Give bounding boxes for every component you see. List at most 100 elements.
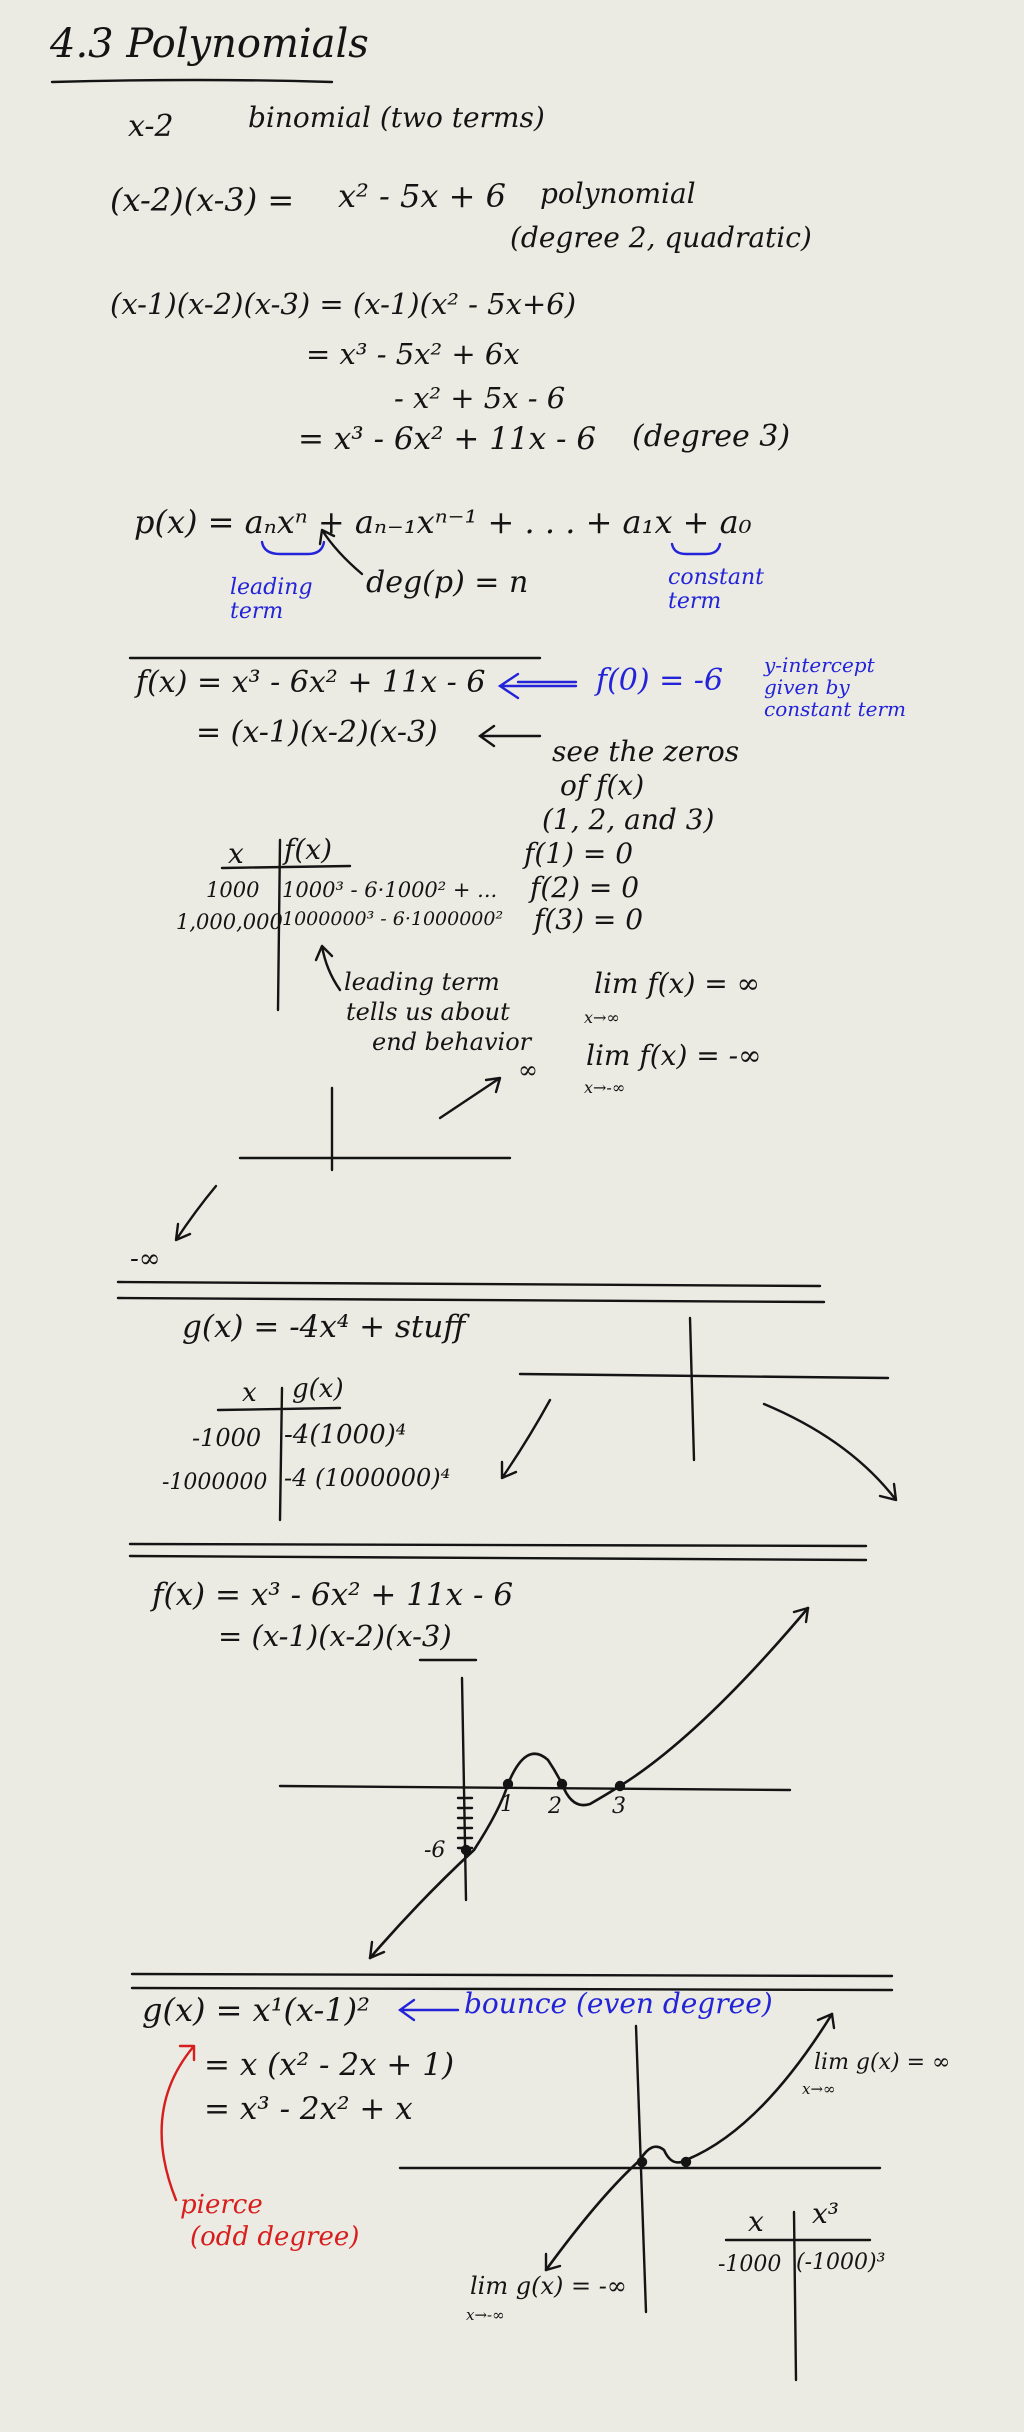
- y-intercept-note: y-intercept given by constant term: [764, 653, 907, 721]
- bounce-left-arrowhead: [544, 2252, 562, 2272]
- divider-4b: [130, 1986, 894, 1992]
- cube-table-vline: [792, 2210, 798, 2382]
- expansion-line-1: (x-1)(x-2)(x-3) = (x-1)(x² - 5x+6): [110, 287, 577, 321]
- zero-dot-1: [502, 1778, 514, 1790]
- y-intercept-dot: [460, 1844, 472, 1856]
- title-underline: [50, 78, 334, 84]
- limit-neg-sub: x→-∞: [584, 1078, 626, 1097]
- leading-note-2: tells us about: [346, 998, 510, 1026]
- g-left-arrow: [500, 1398, 552, 1480]
- bounce-step-2: = x³ - 2x² + x: [204, 2091, 413, 2127]
- f-table-head-f: f(x): [284, 833, 333, 866]
- g-table-row-2-g: -4 (1000000)⁴: [284, 1464, 451, 1492]
- divider-3b: [128, 1554, 868, 1562]
- zeros-note-1: see the zeros: [552, 735, 740, 768]
- pierce-note-1: pierce: [180, 2190, 263, 2220]
- cubic-left-arrowhead: [368, 1940, 386, 1960]
- g-table-head-x: x: [242, 1378, 257, 1408]
- expansion-line-2: = x³ - 5x² + 6x: [306, 337, 520, 371]
- expansion-degree-note: (degree 3): [632, 419, 791, 454]
- f-table-head-x: x: [228, 837, 244, 870]
- f-table-row-1-f: 1000³ - 6·1000² + ...: [282, 878, 498, 902]
- bounce-arrow: [397, 1998, 460, 2022]
- bounce-limit-pos-sub: x→∞: [802, 2080, 836, 2098]
- bounce-note: bounce (even degree): [464, 1987, 773, 2020]
- g-table-row-2-x: -1000000: [162, 1470, 268, 1495]
- cube-table-row-v: (-1000)³: [796, 2250, 886, 2275]
- leading-note-arrow: [314, 944, 342, 992]
- product-lhs: (x-2)(x-3) =: [110, 181, 295, 219]
- limit-pos-sub: x→∞: [584, 1008, 620, 1027]
- bounce-limit-neg: lim g(x) = -∞: [470, 2272, 627, 2300]
- binomial-note: binomial (two terms): [248, 101, 545, 134]
- general-form: p(x) = aₙxⁿ + aₙ₋₁xⁿ⁻¹ + . . . + a₁x + a…: [134, 503, 752, 541]
- zero-3: f(3) = 0: [534, 903, 644, 936]
- g-table-head-g: g(x): [292, 1374, 344, 1404]
- zeros-note-3: (1, 2, and 3): [542, 803, 715, 836]
- x-tick-1: 1: [500, 1792, 514, 1817]
- x-tick-3: 3: [612, 1794, 626, 1819]
- pierce-arrow: [160, 2044, 196, 2202]
- cubic-y-ticks: [456, 1796, 474, 1850]
- g-definition: g(x) = -4x⁴ + stuff: [182, 1309, 466, 1345]
- neg-infinity-arrow: [174, 1184, 218, 1242]
- g-table-hline: [216, 1406, 342, 1412]
- f-table-row-2-x: 1,000,000: [176, 910, 283, 934]
- deg-arrow: [318, 528, 364, 576]
- f-at-zero: f(0) = -6: [596, 663, 724, 698]
- cube-table-head-x: x: [748, 2205, 764, 2238]
- divider-3: [128, 1542, 868, 1548]
- graph-f-factored: = (x-1)(x-2)(x-3): [218, 1619, 452, 1653]
- zero-1: f(1) = 0: [524, 837, 634, 870]
- f-table-row-1-x: 1000: [206, 878, 260, 902]
- bounce-curve: [544, 2012, 834, 2272]
- cubic-x-axis: [278, 1784, 792, 1792]
- graph-f-definition: f(x) = x³ - 6x² + 11x - 6: [152, 1577, 514, 1613]
- divider-4: [130, 1972, 894, 1978]
- limit-neg: lim f(x) = -∞: [586, 1039, 762, 1072]
- g-table-row-1-x: -1000: [192, 1424, 262, 1452]
- y-intercept-label: -6: [424, 1838, 446, 1863]
- divider-2b: [116, 1296, 826, 1304]
- bounce-limit-pos: lim g(x) = ∞: [814, 2050, 951, 2075]
- cube-table-head-v: x³: [812, 2197, 840, 2230]
- binomial-expr: x-2: [128, 109, 174, 144]
- pos-infinity-label: ∞: [518, 1056, 538, 1084]
- g-x-axis: [518, 1372, 890, 1380]
- bounce-right-arrowhead: [816, 2012, 836, 2030]
- f-table-row-2-f: 1000000³ - 6·1000000²: [282, 908, 504, 930]
- f-definition: f(x) = x³ - 6x² + 11x - 6: [136, 665, 486, 700]
- cubic-y-axis: [460, 1676, 468, 1902]
- zero-2: f(2) = 0: [530, 871, 640, 904]
- limit-pos: lim f(x) = ∞: [594, 967, 760, 1000]
- constant-brace: [670, 542, 722, 556]
- leading-term-label: leading term: [230, 575, 313, 625]
- zero-dot-2: [556, 1778, 568, 1790]
- product-rhs: x² - 5x + 6: [338, 177, 506, 215]
- x-tick-2: 2: [548, 1794, 562, 1819]
- f0-arrow: [497, 672, 578, 700]
- zeros-note-2: of f(x): [560, 769, 645, 802]
- page-title: 4.3 Polynomials: [50, 21, 369, 67]
- cubic-right-arrowhead: [792, 1606, 810, 1624]
- g-right-arrow: [762, 1402, 898, 1502]
- cube-table-row-x: -1000: [718, 2252, 782, 2277]
- expansion-line-4: = x³ - 6x² + 11x - 6: [298, 421, 597, 457]
- neg-infinity-label: -∞: [130, 1244, 161, 1274]
- leading-brace: [260, 540, 326, 556]
- divider-2: [116, 1280, 822, 1288]
- poly-degree-note: (degree 2, quadratic): [510, 221, 812, 254]
- f-table-vline: [276, 838, 282, 1012]
- leading-note-3: end behavior: [372, 1028, 532, 1056]
- pierce-note-2: (odd degree): [190, 2222, 360, 2252]
- pos-infinity-arrow: [438, 1076, 502, 1120]
- f-table-hline: [220, 864, 352, 870]
- f-factored: = (x-1)(x-2)(x-3): [196, 715, 438, 750]
- cubic-curve: [368, 1606, 810, 1960]
- bounce-y-axis: [634, 2024, 648, 2314]
- degree-equation: deg(p) = n: [366, 565, 529, 600]
- g-table-row-1-g: -4(1000)⁴: [284, 1420, 407, 1450]
- zeros-arrow: [477, 724, 542, 748]
